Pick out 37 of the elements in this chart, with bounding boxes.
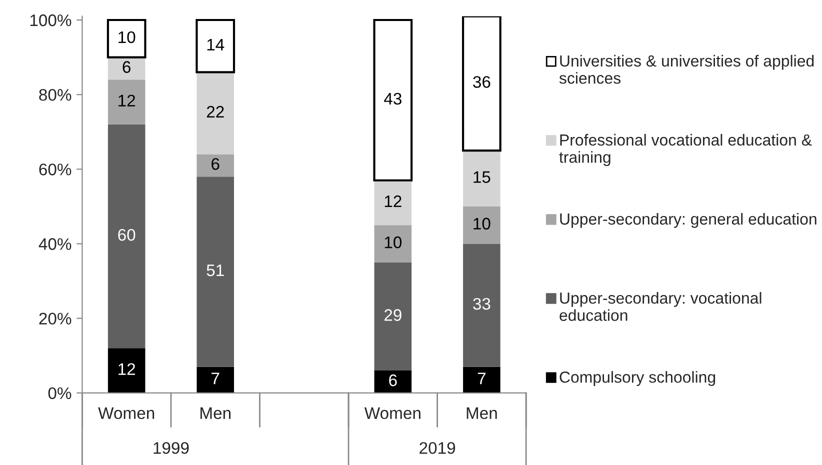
data-label: 60 <box>118 228 136 241</box>
y-tick-label: 0% <box>48 387 72 400</box>
data-label: 43 <box>384 92 402 105</box>
data-label: 12 <box>118 363 136 375</box>
x-tick-label: Women <box>98 407 154 420</box>
data-label: 10 <box>384 236 402 248</box>
x-tick-label: Men <box>200 407 230 420</box>
data-label: 6 <box>389 374 397 386</box>
legend-label: Upper-secondary: general education <box>560 212 816 228</box>
data-label: 7 <box>478 372 486 384</box>
x-tick-label: Men <box>466 407 497 420</box>
data-label: 7 <box>212 372 220 384</box>
data-label: 12 <box>118 94 136 106</box>
data-label: 51 <box>206 264 224 276</box>
text: 1999 <box>154 442 189 454</box>
legend-label: Compulsory schooling <box>560 371 716 386</box>
x-tick-label: Women <box>364 407 420 420</box>
y-tick-label: 40% <box>38 238 72 250</box>
y-tick-label: 80% <box>39 88 72 101</box>
data-label: 6 <box>212 158 220 170</box>
data-label: 33 <box>473 298 490 310</box>
data-label: 36 <box>473 76 490 88</box>
data-label: 12 <box>384 195 402 208</box>
y-tick-label: 60% <box>39 164 72 176</box>
legend-label: Upper-secondary: vocational education <box>560 292 762 321</box>
legend-label: Universities & universities of applied sciences <box>559 54 814 84</box>
y-tick-label: 100% <box>30 14 72 26</box>
data-label: 10 <box>474 218 490 230</box>
data-label: 29 <box>384 309 402 321</box>
data-label: 6 <box>122 61 130 73</box>
legend-label: Professional vocational education & training <box>559 134 812 166</box>
data-label: 22 <box>206 106 224 118</box>
y-tick-label: 20% <box>39 312 72 325</box>
data-label: 10 <box>118 31 136 44</box>
text: 2019 <box>420 442 456 454</box>
data-label: 15 <box>474 171 490 183</box>
data-label: 14 <box>207 38 224 50</box>
